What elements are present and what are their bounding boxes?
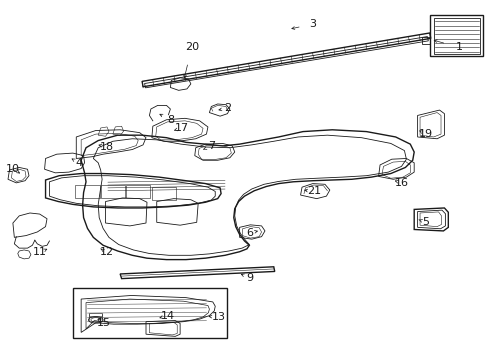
Text: 17: 17 <box>175 123 189 133</box>
Text: 9: 9 <box>245 273 252 283</box>
Text: 15: 15 <box>97 318 111 328</box>
Text: 19: 19 <box>418 129 432 139</box>
Text: 1: 1 <box>455 42 462 52</box>
Text: 5: 5 <box>422 217 428 227</box>
Text: 16: 16 <box>394 178 407 188</box>
Text: 14: 14 <box>160 311 174 320</box>
Text: 6: 6 <box>245 228 252 238</box>
Text: 2: 2 <box>224 103 230 113</box>
Text: 4: 4 <box>75 158 82 168</box>
Text: 12: 12 <box>100 247 114 257</box>
Text: 20: 20 <box>184 42 199 51</box>
Text: 21: 21 <box>306 186 320 197</box>
Text: 7: 7 <box>207 141 214 151</box>
Text: 18: 18 <box>100 142 114 152</box>
Text: 8: 8 <box>166 115 174 125</box>
Text: 3: 3 <box>308 19 316 29</box>
Text: 11: 11 <box>33 247 47 257</box>
Text: 13: 13 <box>212 312 225 322</box>
Text: 10: 10 <box>6 163 20 174</box>
